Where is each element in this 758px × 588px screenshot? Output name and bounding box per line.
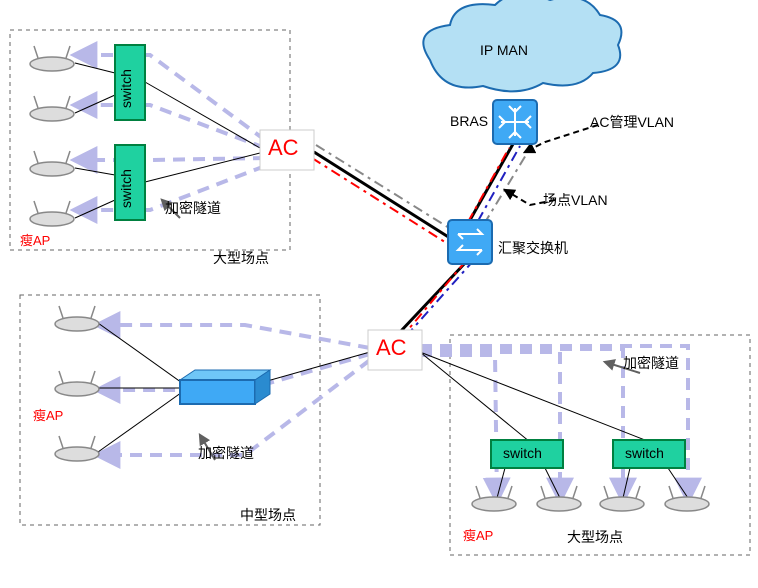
- thin-ap-label-1: 瘦AP: [20, 230, 50, 249]
- switch-bot2-label: switch: [625, 445, 664, 461]
- agg-switch-label: 汇聚交换机: [498, 238, 568, 258]
- agg-switch-node: [448, 220, 492, 264]
- switch-top2-label: switch: [118, 169, 134, 208]
- ac-mgmt-vlan-label: AC管理VLAN: [590, 112, 674, 132]
- tunnel-right-label: 加密隧道: [623, 353, 679, 373]
- switch-medium: [180, 370, 270, 404]
- tunnel-mid-label: 加密隧道: [198, 443, 254, 463]
- bras-node: [493, 100, 537, 144]
- site-vlan-label: 场点VLAN: [543, 190, 608, 210]
- switch-bot1-label: switch: [503, 445, 542, 461]
- medium-site-label: 中型场点: [240, 505, 296, 525]
- ac2-label: AC: [376, 335, 407, 361]
- tunnel-top-label: 加密隧道: [165, 198, 221, 218]
- large-site-2-label: 大型场点: [567, 527, 623, 547]
- thin-ap-label-3: 瘦AP: [463, 525, 493, 544]
- thin-ap-label-2: 瘦AP: [33, 405, 63, 424]
- switch-top1-label: switch: [118, 69, 134, 108]
- large-site-label: 大型场点: [213, 248, 269, 268]
- cloud-label: IP MAN: [480, 42, 528, 58]
- ac1-label: AC: [268, 135, 299, 161]
- bras-label: BRAS: [450, 113, 488, 129]
